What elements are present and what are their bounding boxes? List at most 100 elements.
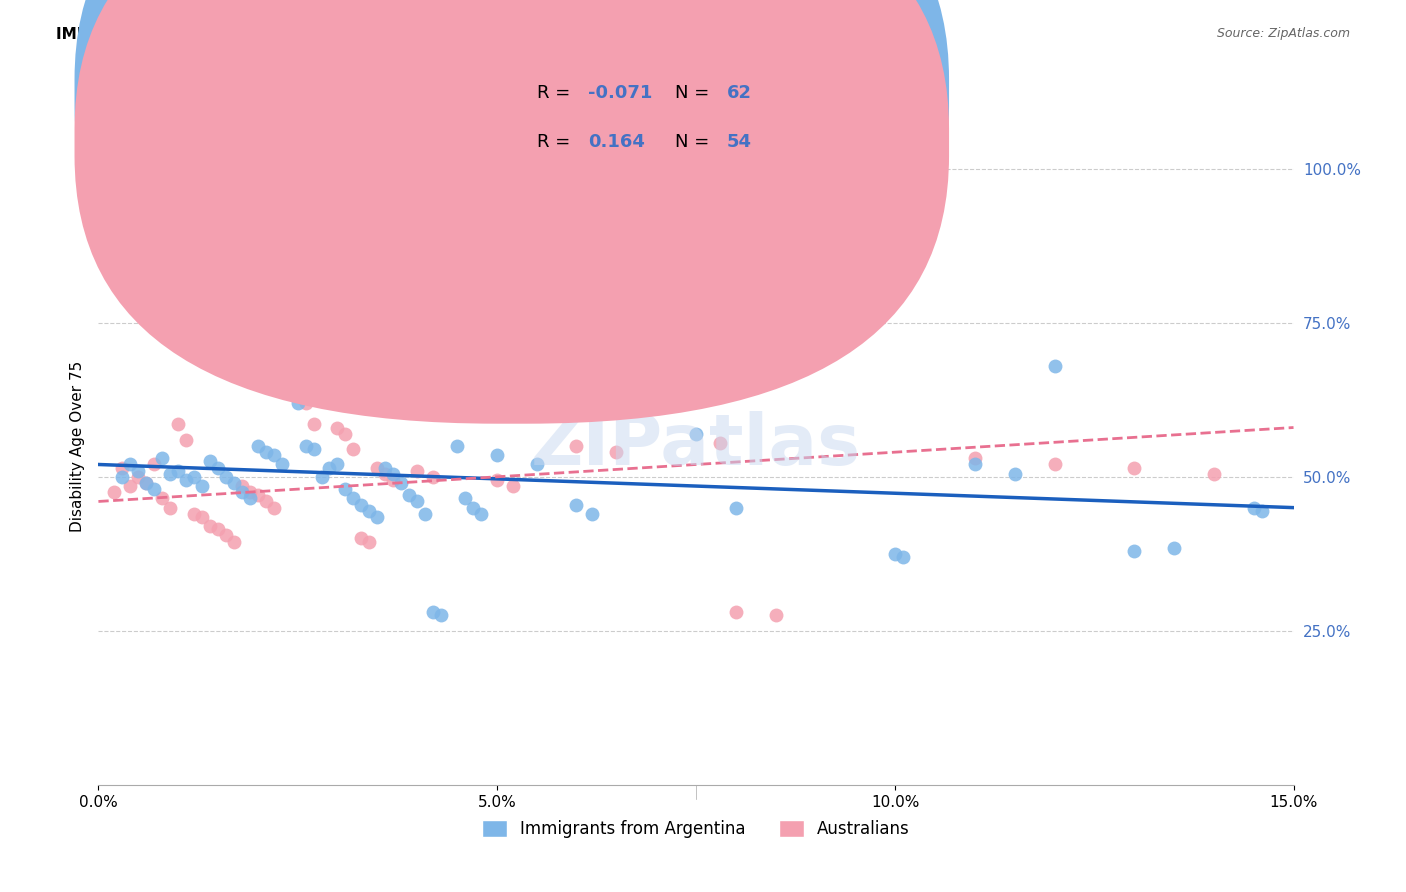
Point xyxy=(326,458,349,472)
Point xyxy=(326,420,349,434)
Point xyxy=(342,491,364,506)
Point xyxy=(302,417,325,432)
Point xyxy=(1043,359,1066,373)
Point xyxy=(1123,543,1146,558)
Text: 0.164: 0.164 xyxy=(588,134,644,152)
Text: R =: R = xyxy=(537,84,576,102)
Point xyxy=(765,362,787,376)
Point xyxy=(605,392,627,407)
Point xyxy=(318,460,340,475)
Point xyxy=(374,460,396,475)
Point xyxy=(685,312,707,326)
Point xyxy=(287,396,309,410)
Point xyxy=(1250,504,1272,518)
Point xyxy=(191,509,214,524)
Point xyxy=(287,386,309,401)
Point xyxy=(167,417,190,432)
Point xyxy=(1202,467,1225,481)
Text: N =: N = xyxy=(675,84,714,102)
Text: ZIPatlas: ZIPatlas xyxy=(531,411,860,481)
Point xyxy=(231,479,253,493)
Point xyxy=(765,608,787,623)
Point xyxy=(470,507,492,521)
Point xyxy=(398,488,420,502)
Point xyxy=(231,485,253,500)
Point xyxy=(685,426,707,441)
Point xyxy=(526,458,548,472)
Point xyxy=(446,374,468,388)
Point xyxy=(143,482,166,496)
Point xyxy=(350,498,373,512)
Point xyxy=(382,473,405,487)
Point xyxy=(350,532,373,546)
Point xyxy=(1043,458,1066,472)
Point xyxy=(150,491,173,506)
Point xyxy=(120,479,142,493)
Point xyxy=(709,436,731,450)
Point xyxy=(278,359,301,373)
Point xyxy=(1163,541,1185,555)
Point xyxy=(724,606,747,620)
Point xyxy=(263,500,285,515)
Point xyxy=(215,528,238,542)
Text: Source: ZipAtlas.com: Source: ZipAtlas.com xyxy=(1216,27,1350,40)
Text: R =: R = xyxy=(537,134,576,152)
Point xyxy=(207,522,229,536)
Point xyxy=(359,504,381,518)
Point xyxy=(263,448,285,462)
Point xyxy=(159,500,181,515)
Point xyxy=(565,439,588,453)
Point xyxy=(207,460,229,475)
Point xyxy=(382,467,405,481)
Point xyxy=(246,488,269,502)
Point xyxy=(422,606,444,620)
Point xyxy=(254,445,277,459)
Point xyxy=(215,470,238,484)
Point xyxy=(406,494,429,508)
Point xyxy=(183,470,205,484)
Point xyxy=(366,460,388,475)
Point xyxy=(389,475,412,490)
Point xyxy=(246,439,269,453)
Point xyxy=(430,608,453,623)
Point xyxy=(239,485,262,500)
Y-axis label: Disability Age Over 75: Disability Age Over 75 xyxy=(69,360,84,532)
Point xyxy=(406,464,429,478)
Point xyxy=(174,473,197,487)
Point xyxy=(884,547,907,561)
Point xyxy=(254,494,277,508)
Point xyxy=(605,445,627,459)
Point xyxy=(502,479,524,493)
Point xyxy=(724,500,747,515)
Point xyxy=(963,451,986,466)
Point xyxy=(135,475,157,490)
Point xyxy=(198,519,221,533)
Point xyxy=(963,458,986,472)
Point xyxy=(359,534,381,549)
Point xyxy=(222,475,245,490)
Legend: Immigrants from Argentina, Australians: Immigrants from Argentina, Australians xyxy=(475,813,917,845)
Point xyxy=(526,316,548,330)
Point xyxy=(222,534,245,549)
Point xyxy=(111,460,134,475)
Point xyxy=(891,549,914,564)
Point xyxy=(374,467,396,481)
Point xyxy=(143,458,166,472)
Point xyxy=(150,451,173,466)
Point xyxy=(278,368,301,383)
Point xyxy=(366,509,388,524)
Point xyxy=(884,269,907,284)
Point xyxy=(311,254,333,268)
Point xyxy=(127,470,149,484)
Point xyxy=(103,485,125,500)
Point xyxy=(485,473,508,487)
Point xyxy=(1123,460,1146,475)
Point xyxy=(294,439,316,453)
Text: 54: 54 xyxy=(727,134,752,152)
Point xyxy=(454,491,477,506)
Point xyxy=(1004,467,1026,481)
Point xyxy=(127,464,149,478)
Point xyxy=(120,458,142,472)
Point xyxy=(294,396,316,410)
Point xyxy=(550,322,572,336)
